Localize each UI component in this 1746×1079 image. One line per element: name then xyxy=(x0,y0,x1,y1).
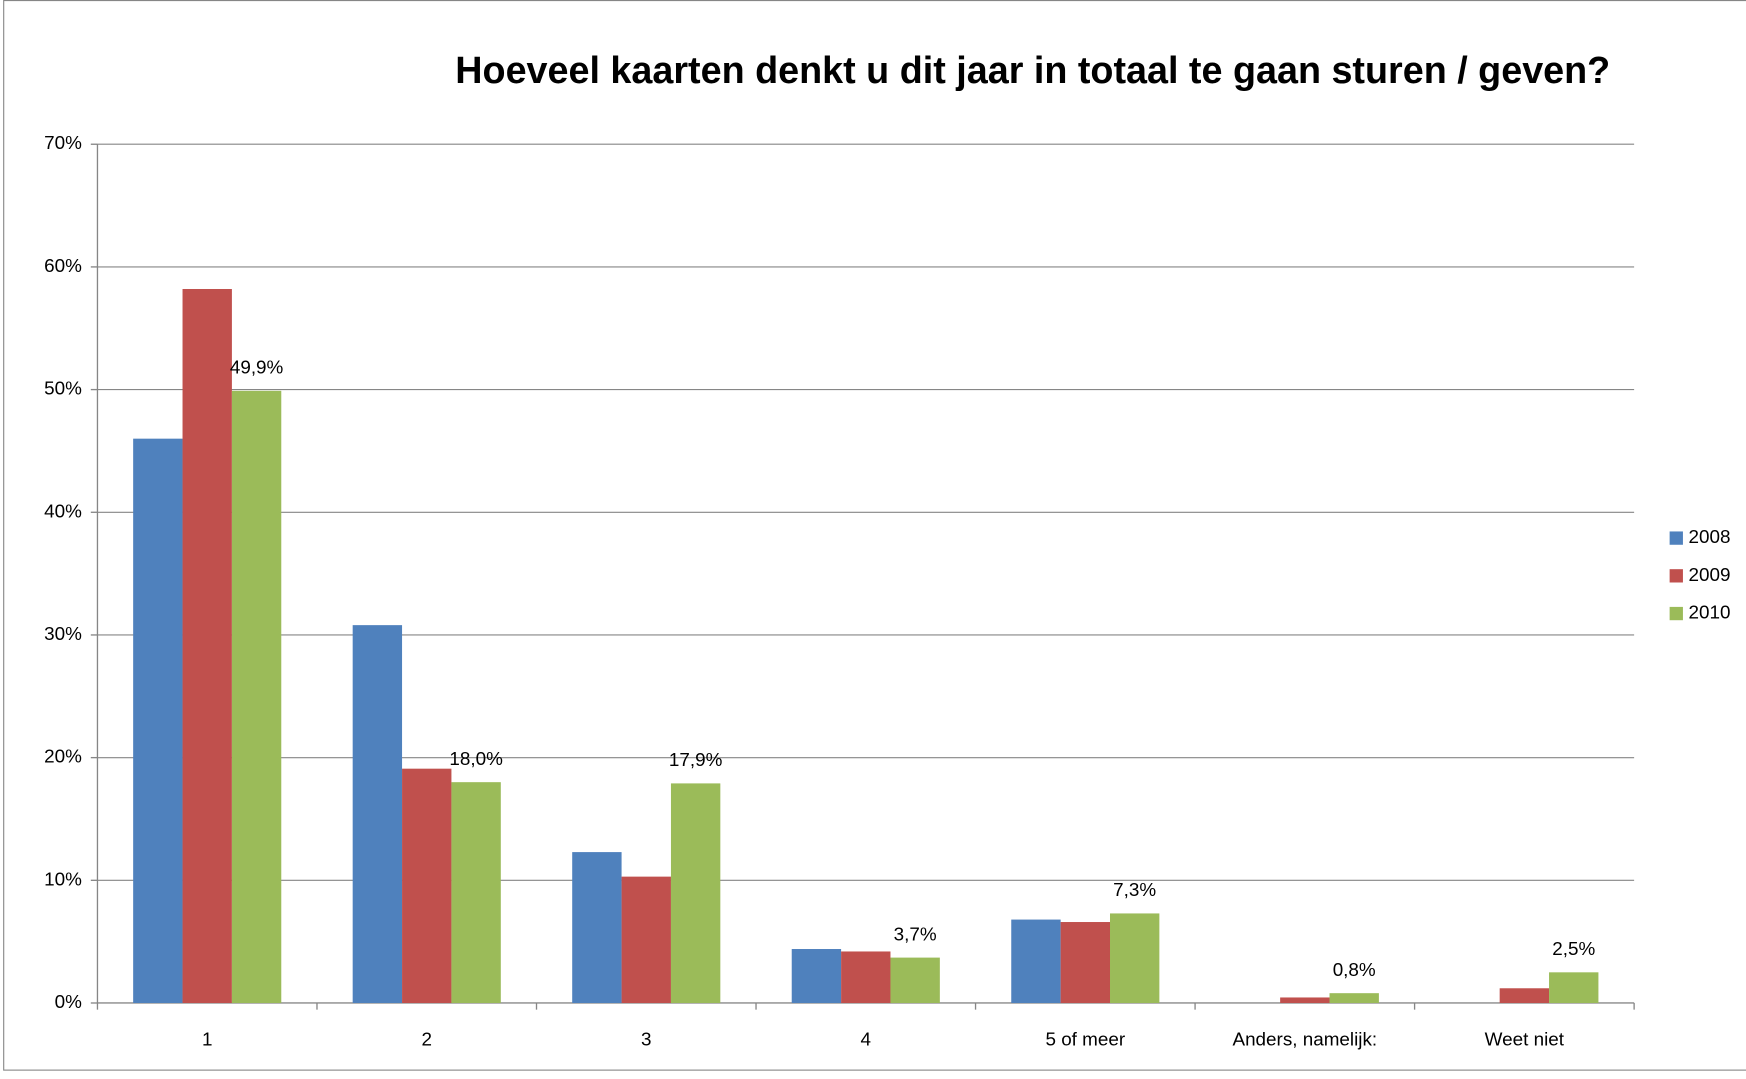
chart-frame xyxy=(3,0,1746,1071)
legend-swatch xyxy=(1669,531,1683,545)
bar xyxy=(133,438,183,1003)
data-label: 17,9% xyxy=(669,749,723,770)
bar xyxy=(791,949,842,1003)
bar xyxy=(1060,922,1110,1003)
y-tick-label: 10% xyxy=(44,868,82,889)
x-tick-label: Weet niet xyxy=(1485,1029,1565,1050)
bar xyxy=(890,957,940,1003)
x-tick-label: 1 xyxy=(202,1029,213,1050)
y-tick-label: 0% xyxy=(55,991,82,1012)
data-label: 18,0% xyxy=(449,748,503,769)
bar xyxy=(1499,988,1550,1003)
bar xyxy=(1549,972,1599,1003)
y-tick-label: 30% xyxy=(44,623,82,644)
chart-title: Hoeveel kaarten denkt u dit jaar in tota… xyxy=(455,49,1610,91)
data-label: 2,5% xyxy=(1552,938,1595,959)
x-tick-label: 3 xyxy=(641,1029,652,1050)
y-tick-label: 40% xyxy=(44,500,82,521)
y-tick-label: 50% xyxy=(44,378,82,399)
bar xyxy=(182,288,232,1003)
bar xyxy=(1280,997,1330,1003)
y-tick-label: 20% xyxy=(44,746,82,767)
bar xyxy=(621,876,671,1003)
x-tick-label: 5 of meer xyxy=(1045,1029,1125,1050)
legend-label: 2008 xyxy=(1688,526,1730,547)
y-tick-label: 60% xyxy=(44,255,82,276)
legend-label: 2009 xyxy=(1688,564,1730,585)
x-tick-label: 2 xyxy=(421,1029,432,1050)
bar xyxy=(231,390,282,1003)
bar xyxy=(1011,919,1061,1003)
y-tick-label: 70% xyxy=(44,132,82,153)
bar xyxy=(352,625,403,1003)
bar xyxy=(402,768,452,1003)
x-tick-label: Anders, namelijk: xyxy=(1233,1029,1378,1050)
data-label: 3,7% xyxy=(894,923,937,944)
data-label: 0,8% xyxy=(1333,959,1376,980)
bar xyxy=(1329,993,1379,1003)
data-label: 49,9% xyxy=(230,357,284,378)
bar xyxy=(670,783,721,1003)
legend-swatch xyxy=(1669,606,1683,621)
data-label: 7,3% xyxy=(1113,879,1156,900)
bar xyxy=(1109,913,1160,1003)
bar xyxy=(841,951,891,1003)
legend-swatch xyxy=(1669,569,1683,583)
bar xyxy=(572,852,622,1003)
x-tick-label: 4 xyxy=(861,1029,872,1050)
legend-label: 2010 xyxy=(1688,602,1730,623)
bar xyxy=(451,782,501,1003)
